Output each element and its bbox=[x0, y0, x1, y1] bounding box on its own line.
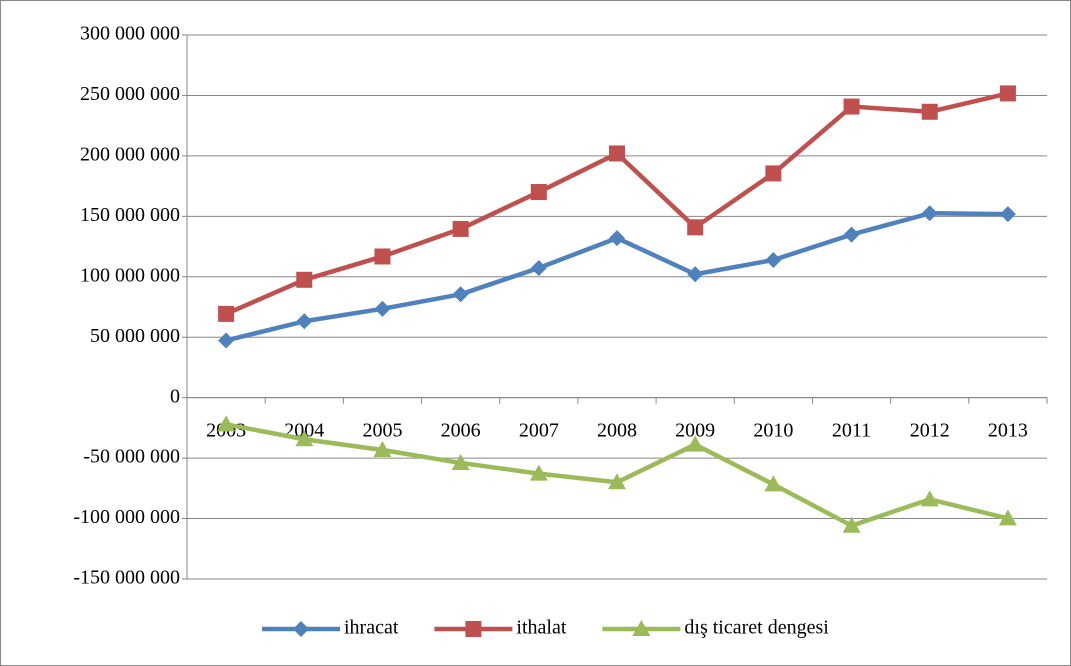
marker bbox=[296, 313, 313, 330]
marker bbox=[765, 251, 782, 268]
marker bbox=[920, 490, 939, 507]
marker bbox=[842, 516, 861, 533]
x-tick-label: 2005 bbox=[362, 419, 402, 441]
marker bbox=[999, 85, 1016, 102]
legend-label: dış ticaret dengesi bbox=[684, 617, 829, 639]
marker bbox=[217, 415, 236, 432]
marker bbox=[374, 300, 391, 317]
marker bbox=[373, 441, 392, 458]
marker bbox=[293, 621, 309, 637]
marker bbox=[686, 435, 705, 452]
marker bbox=[609, 230, 625, 247]
marker bbox=[632, 620, 651, 636]
marker bbox=[296, 271, 313, 288]
marker bbox=[764, 475, 783, 492]
y-tick-label: 300 000 000 bbox=[80, 23, 180, 45]
marker bbox=[529, 464, 548, 481]
marker bbox=[687, 219, 704, 236]
x-tick-label: 2007 bbox=[519, 419, 559, 441]
x-tick-label: 2006 bbox=[441, 419, 481, 441]
marker bbox=[218, 332, 235, 349]
marker bbox=[843, 98, 860, 115]
marker bbox=[465, 621, 482, 637]
x-tick-label: 2010 bbox=[753, 419, 793, 441]
legend-label: ihracat bbox=[344, 617, 399, 639]
legend-label: ithalat bbox=[516, 617, 566, 639]
marker bbox=[608, 473, 626, 490]
x-tick-label: 2013 bbox=[988, 419, 1028, 441]
x-tick-label: 2008 bbox=[597, 419, 637, 441]
marker bbox=[921, 103, 938, 120]
marker bbox=[998, 509, 1017, 526]
marker bbox=[295, 430, 314, 447]
marker bbox=[843, 226, 860, 243]
y-tick-label: 200 000 000 bbox=[80, 143, 180, 165]
x-tick-label: 2009 bbox=[675, 419, 715, 441]
y-tick-label: 50 000 000 bbox=[90, 325, 180, 347]
x-tick-label: 2012 bbox=[910, 419, 950, 441]
y-tick-label: -50 000 000 bbox=[83, 446, 180, 468]
marker bbox=[452, 220, 469, 237]
x-tick-label: 2011 bbox=[832, 419, 871, 441]
marker bbox=[609, 145, 625, 162]
y-tick-label: 0 bbox=[170, 385, 180, 407]
marker bbox=[687, 266, 704, 283]
marker bbox=[452, 286, 469, 303]
y-tick-label: 250 000 000 bbox=[80, 83, 180, 105]
marker bbox=[530, 259, 547, 276]
y-tick-label: 150 000 000 bbox=[80, 204, 180, 226]
y-tick-label: 100 000 000 bbox=[80, 264, 180, 286]
marker bbox=[999, 206, 1016, 223]
marker bbox=[451, 453, 470, 470]
marker bbox=[921, 205, 938, 222]
marker bbox=[765, 165, 782, 182]
marker bbox=[218, 305, 235, 322]
y-tick-label: -150 000 000 bbox=[73, 567, 180, 589]
y-tick-label: -100 000 000 bbox=[73, 506, 180, 528]
marker bbox=[374, 248, 391, 265]
marker bbox=[530, 184, 547, 201]
